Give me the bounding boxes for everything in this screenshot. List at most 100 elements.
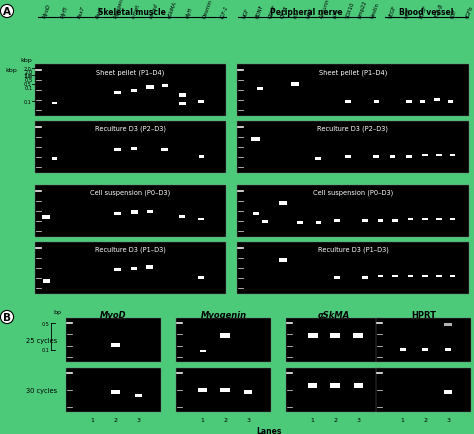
Bar (406, 156, 412, 158)
Bar (409, 275, 413, 277)
Bar (35, 65, 226, 117)
Bar (436, 154, 442, 157)
Bar (376, 368, 471, 412)
Text: 1: 1 (310, 417, 315, 422)
Bar (237, 65, 469, 117)
Text: Sheet pellet (P1–D4): Sheet pellet (P1–D4) (319, 69, 387, 76)
Bar (162, 85, 168, 88)
Bar (286, 318, 381, 362)
Text: 1.0: 1.0 (25, 73, 33, 78)
Bar (220, 388, 230, 392)
Bar (114, 268, 120, 271)
Text: Sheet pellet (P1–D4): Sheet pellet (P1–D4) (96, 69, 164, 76)
Bar (279, 258, 287, 263)
Bar (400, 349, 406, 351)
Text: HGF: HGF (403, 7, 412, 19)
Bar (362, 220, 368, 222)
Text: Skeletal muscle: Skeletal muscle (98, 8, 166, 17)
Text: MyH: MyH (184, 7, 193, 19)
Bar (291, 82, 299, 86)
Text: 0.1: 0.1 (23, 100, 31, 105)
Bar (376, 318, 471, 362)
Text: Peripheral nerve: Peripheral nerve (270, 8, 343, 17)
Text: Ninjurin: Ninjurin (319, 0, 330, 19)
Text: LIF: LIF (293, 10, 301, 19)
Text: HPRT: HPRT (411, 310, 436, 319)
Text: 3: 3 (446, 417, 450, 422)
Bar (131, 211, 138, 214)
Text: CNTF: CNTF (281, 4, 290, 19)
Bar (354, 384, 363, 388)
Bar (131, 267, 137, 270)
Text: 3: 3 (356, 417, 360, 422)
Bar (436, 218, 442, 220)
Bar (434, 99, 439, 102)
Bar (131, 147, 137, 150)
Bar (279, 201, 287, 206)
Bar (111, 390, 120, 395)
Bar (445, 349, 451, 351)
Text: 3: 3 (246, 417, 250, 422)
Bar (436, 275, 442, 277)
Bar (161, 148, 168, 152)
Bar (257, 88, 263, 91)
Bar (35, 186, 226, 237)
Text: Myogenin: Myogenin (201, 310, 246, 319)
Text: 0.5: 0.5 (23, 82, 31, 87)
Bar (334, 276, 340, 279)
Text: Myogenin: Myogenin (113, 0, 127, 19)
Bar (111, 343, 120, 348)
Bar (444, 323, 452, 326)
Bar (66, 318, 161, 362)
Text: PDGF: PDGF (419, 4, 428, 19)
Bar (43, 216, 50, 220)
Text: Reculture D3 (P2–D3): Reculture D3 (P2–D3) (95, 126, 166, 132)
Bar (450, 218, 455, 220)
Text: B: B (3, 312, 11, 322)
Text: 0.1: 0.1 (41, 347, 49, 352)
Bar (346, 101, 351, 103)
Text: Reculture D3 (P1–D3): Reculture D3 (P1–D3) (318, 247, 388, 253)
Bar (378, 275, 383, 277)
Bar (43, 279, 50, 283)
Bar (315, 158, 321, 160)
Text: SOX10: SOX10 (345, 1, 355, 19)
Bar (308, 384, 317, 388)
Text: p75: p75 (332, 8, 340, 19)
Bar (373, 156, 379, 158)
Bar (179, 102, 185, 105)
Bar (35, 243, 226, 294)
Bar (392, 220, 398, 222)
Bar (146, 210, 153, 213)
Text: VEGF: VEGF (388, 4, 397, 19)
Text: 0.1: 0.1 (25, 86, 33, 91)
Bar (422, 218, 428, 220)
Bar (52, 158, 56, 160)
Bar (406, 101, 412, 103)
Bar (362, 276, 368, 279)
Text: αSkMA: αSkMA (166, 0, 177, 19)
Text: kbp: kbp (20, 58, 32, 63)
Bar (237, 186, 469, 237)
Text: kbp: kbp (5, 68, 17, 73)
Bar (146, 86, 154, 90)
Bar (374, 101, 379, 103)
Bar (353, 334, 363, 338)
Bar (179, 215, 185, 218)
Bar (390, 156, 395, 158)
Bar (316, 222, 321, 224)
Text: Desmin: Desmin (202, 0, 214, 19)
Text: MyoD: MyoD (100, 310, 127, 319)
Bar (198, 388, 207, 392)
Bar (444, 391, 452, 394)
Bar (448, 101, 453, 103)
Text: αSkMA: αSkMA (318, 310, 350, 319)
Text: 2: 2 (333, 417, 337, 422)
Bar (422, 154, 428, 157)
Text: TGF-β: TGF-β (434, 3, 444, 19)
Bar (200, 350, 206, 352)
Bar (244, 390, 252, 395)
Text: 2.0: 2.0 (23, 66, 31, 72)
Bar (334, 220, 340, 222)
Text: 2.0: 2.0 (25, 69, 33, 74)
